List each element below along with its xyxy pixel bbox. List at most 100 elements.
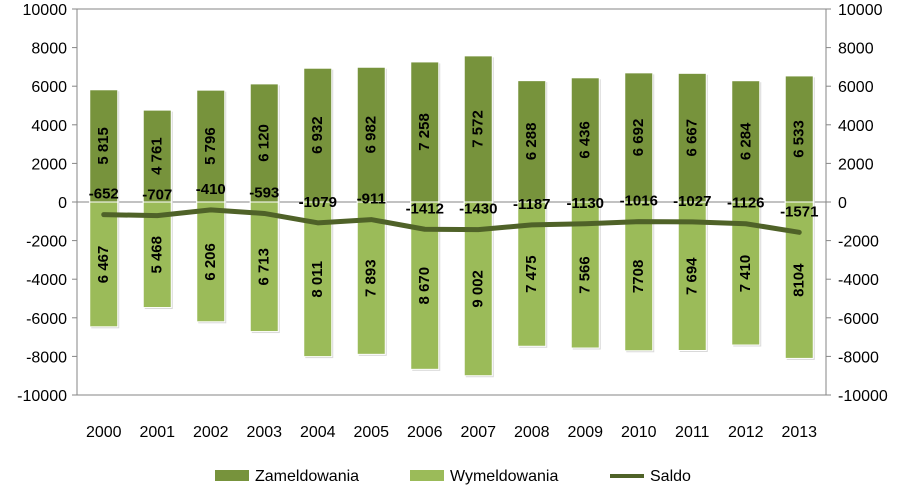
- line-data-label: -1027: [673, 193, 711, 210]
- y-tick-label-left: 10000: [23, 2, 68, 19]
- y-tick-label-left: 2000: [31, 156, 67, 173]
- bar-zameldowania: [570, 77, 600, 203]
- bar-data-label: 6 667: [684, 119, 701, 157]
- bar-data-label: 6 436: [577, 121, 594, 159]
- bar-zameldowania: [196, 89, 226, 203]
- x-tick-label: 2011: [675, 424, 710, 441]
- bar-wymeldowania: [196, 201, 226, 323]
- bar-zameldowania: [303, 67, 333, 203]
- y-tick-label-right: 0: [838, 195, 847, 212]
- bar-data-label: 7 475: [523, 255, 540, 293]
- bar-data-label: 6 932: [309, 116, 326, 154]
- bar-wymeldowania: [784, 201, 814, 359]
- line-saldo: [101, 207, 802, 235]
- y-tick-label-left: 0: [58, 195, 67, 212]
- line-data-label: -1430: [459, 201, 497, 218]
- bar-data-label: 5 815: [95, 127, 112, 165]
- x-tick-label: 2002: [193, 424, 229, 441]
- bar-zameldowania: [517, 80, 547, 203]
- bar-data-label: 6 713: [256, 248, 273, 286]
- x-tick-label: 2009: [567, 424, 603, 441]
- x-tick-label: 2008: [514, 424, 550, 441]
- bar-data-label: 7 410: [737, 255, 754, 293]
- y-tick-label-left: 8000: [31, 41, 67, 58]
- bar-wymeldowania: [249, 201, 279, 333]
- y-tick-label-left: -8000: [26, 349, 67, 366]
- bar-data-label: 7 566: [577, 256, 594, 294]
- line-data-label: -410: [196, 181, 226, 198]
- line-data-label: -707: [142, 187, 172, 204]
- bar-data-label: 6 120: [256, 124, 273, 162]
- bar-wymeldowania: [356, 201, 386, 355]
- y-tick-label-left: -4000: [26, 272, 67, 289]
- bar-data-label: 6 206: [202, 243, 219, 281]
- y-tick-label-right: -6000: [838, 311, 879, 328]
- bar-data-label: 6 533: [791, 120, 808, 158]
- y-tick-label-right: 6000: [838, 79, 874, 96]
- bar-data-label: 8 670: [416, 267, 433, 305]
- line-data-label: -1571: [780, 203, 818, 220]
- line-data-label: -911: [357, 191, 386, 208]
- line-data-label: -1187: [513, 196, 551, 213]
- legend-swatch-wymeldowania: [410, 470, 444, 481]
- x-tick-label: 2010: [621, 424, 657, 441]
- bar-data-label: 4 761: [149, 137, 166, 175]
- x-tick-label: 2013: [781, 424, 817, 441]
- y-tick-label-left: -6000: [26, 311, 67, 328]
- bar-zameldowania: [249, 83, 279, 203]
- bar-data-label: 5 468: [149, 236, 166, 274]
- y-tick-label-left: 4000: [31, 118, 67, 135]
- line-data-label: -1126: [727, 195, 765, 212]
- x-tick-label: 2005: [353, 424, 389, 441]
- legend-label: Wymeldowania: [450, 468, 558, 485]
- bar-data-label: 6 982: [363, 116, 380, 154]
- bar-data-label: 9 002: [470, 270, 487, 308]
- bar-data-label: 8 011: [309, 261, 326, 298]
- bar-zameldowania: [624, 72, 654, 203]
- y-tick-label-right: 10000: [838, 2, 883, 19]
- x-tick-label: 2004: [300, 424, 336, 441]
- legend-label: Saldo: [650, 468, 691, 485]
- x-tick-label: 2001: [139, 424, 175, 441]
- x-tick-label: 2006: [407, 424, 443, 441]
- bar-data-label: 6 692: [630, 119, 647, 157]
- bar-wymeldowania: [624, 201, 654, 352]
- y-tick-label-right: 4000: [838, 118, 874, 135]
- y-tick-label-right: 2000: [838, 156, 874, 173]
- y-tick-label-right: -10000: [838, 388, 888, 405]
- y-tick-label-left: -10000: [17, 388, 67, 405]
- bar-data-label: 7 893: [363, 259, 380, 297]
- bar-wymeldowania: [677, 201, 707, 351]
- bar-zameldowania: [677, 72, 707, 203]
- bar-data-label: 5 796: [202, 127, 219, 165]
- bar-wymeldowania: [142, 201, 172, 309]
- y-tick-label-right: 8000: [838, 41, 874, 58]
- x-tick-label: 2007: [460, 424, 496, 441]
- bar-wymeldowania: [303, 201, 333, 358]
- line-data-label: -1412: [406, 200, 444, 217]
- bar-data-label: 6 288: [523, 123, 540, 161]
- x-tick-label: 2003: [246, 424, 282, 441]
- bar-zameldowania: [410, 61, 440, 203]
- bar-data-label: 7 572: [470, 110, 487, 148]
- line-data-label: -1016: [620, 193, 658, 210]
- y-tick-label-right: -4000: [838, 272, 879, 289]
- bar-zameldowania: [89, 89, 119, 203]
- bar-data-label: 7708: [630, 260, 647, 293]
- y-tick-label-right: -2000: [838, 234, 879, 251]
- bar-data-label: 8104: [791, 263, 808, 297]
- bar-data-label: 7 694: [684, 257, 701, 295]
- x-tick-label: 2012: [728, 424, 764, 441]
- bar-zameldowania: [463, 55, 493, 203]
- line-data-label: -593: [249, 184, 279, 201]
- bar-data-label: 6 284: [737, 122, 754, 160]
- y-tick-label-right: -8000: [838, 349, 879, 366]
- line-data-label: -1079: [299, 194, 337, 211]
- bar-data-label: 7 258: [416, 113, 433, 151]
- legend-swatch-zameldowania: [215, 470, 249, 481]
- legend-label: Zameldowania: [255, 468, 359, 485]
- line-data-label: -1130: [566, 195, 604, 212]
- y-tick-label-left: 6000: [31, 79, 67, 96]
